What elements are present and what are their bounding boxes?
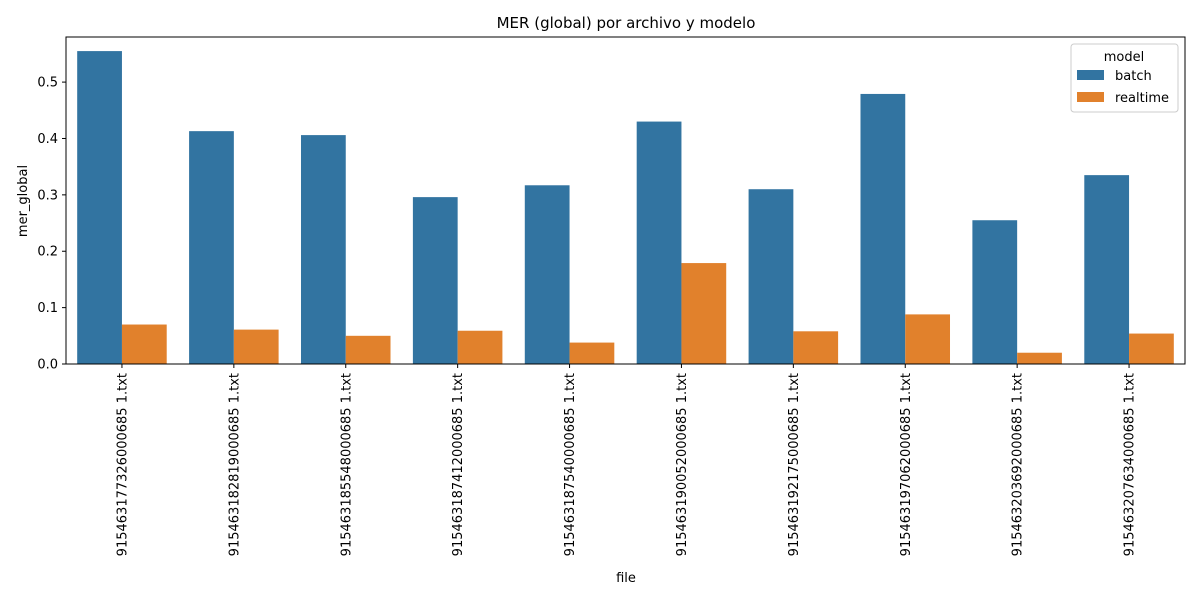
chart-title: MER (global) por archivo y modelo [497, 14, 756, 32]
bar-realtime-1 [121, 324, 167, 364]
plot-frame [65, 36, 1186, 365]
x-tick-label: 915463187540000685 1.txt [563, 373, 578, 556]
x-tick-label: 915463185548000685 1.txt [339, 373, 354, 556]
y-tick-label: 0.3 [37, 188, 58, 203]
bar-batch-5 [524, 185, 570, 364]
x-axis-title: file [616, 571, 636, 586]
legend-swatch-batch [1077, 70, 1104, 80]
bar-realtime-4 [457, 330, 503, 364]
bar-realtime-6 [681, 263, 727, 364]
bar-realtime-7 [793, 331, 839, 364]
bar-batch-8 [860, 93, 906, 364]
bar-realtime-5 [569, 342, 615, 364]
y-tick-label: 0.0 [37, 358, 58, 373]
y-axis-title: mer_global [16, 165, 31, 237]
y-tick-label: 0.5 [37, 76, 58, 91]
bar-realtime-10 [1129, 333, 1174, 364]
bar-batch-10 [1084, 175, 1130, 364]
x-tick-label: 915463192175000685 1.txt [787, 373, 802, 556]
bar-batch-2 [189, 131, 234, 364]
bar-realtime-9 [1017, 352, 1062, 364]
x-tick-label: 915463182819000685 1.txt [227, 373, 242, 556]
legend-label-realtime: realtime [1115, 91, 1169, 106]
bar-batch-3 [300, 135, 346, 364]
bar-realtime-2 [233, 329, 279, 364]
bar-realtime-8 [905, 314, 951, 364]
bar-batch-6 [636, 121, 682, 364]
x-tick-label: 915463203692000685 1.txt [1011, 373, 1026, 556]
y-tick-label: 0.2 [37, 245, 58, 260]
x-tick-label: 915463190052000685 1.txt [675, 373, 690, 556]
bar-batch-7 [748, 189, 794, 364]
legend-title: model [1104, 50, 1144, 65]
legend-label-batch: batch [1115, 69, 1152, 84]
x-tick-label: 915463197062000685 1.txt [899, 373, 914, 556]
x-tick-label: 915463207634000685 1.txt [1123, 373, 1138, 556]
y-tick-label: 0.4 [37, 132, 58, 147]
bar-batch-4 [412, 197, 458, 364]
bar-batch-1 [77, 51, 122, 365]
legend-swatch-realtime [1077, 92, 1104, 102]
bar-batch-9 [972, 220, 1018, 364]
legend: model batch realtime [1070, 43, 1179, 113]
bar-realtime-3 [345, 335, 391, 364]
y-tick-label: 0.1 [37, 301, 58, 316]
x-tick-label: 915463187412000685 1.txt [451, 373, 466, 556]
x-tick-label: 915463177326000685 1.txt [115, 373, 130, 556]
